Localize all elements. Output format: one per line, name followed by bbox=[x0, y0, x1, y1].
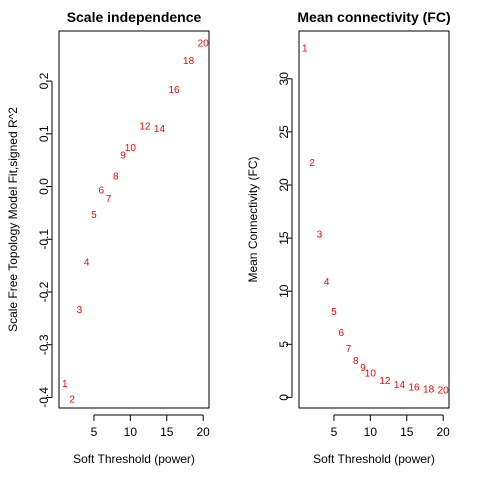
mean-connectivity-y-tick-label: 25 bbox=[277, 125, 291, 139]
mean-connectivity-point-label: 7 bbox=[346, 344, 352, 355]
scale-independence-title: Scale independence bbox=[67, 9, 202, 25]
scale-independence-point-label: 10 bbox=[125, 143, 137, 154]
scale-independence-point-label: 16 bbox=[168, 85, 180, 96]
mean-connectivity-y-tick-label: 0 bbox=[277, 394, 291, 401]
scale-independence-point-label: 2 bbox=[69, 395, 75, 406]
scale-independence-point-label: 7 bbox=[106, 194, 112, 205]
scale-independence-point-label: 9 bbox=[120, 150, 126, 161]
mean-connectivity-y-axis-label: Mean Connectivity (FC) bbox=[246, 156, 260, 282]
scale-independence-x-tick-label: 15 bbox=[160, 425, 174, 439]
scale-independence-point-label: 14 bbox=[154, 124, 166, 135]
scale-independence-y-tick-label: -0.3 bbox=[37, 334, 51, 355]
scale-independence-point-label: 8 bbox=[113, 172, 119, 183]
scale-independence-y-tick-label: -0.4 bbox=[37, 387, 51, 408]
mean-connectivity-plot-frame bbox=[298, 30, 450, 409]
mean-connectivity-point-label: 3 bbox=[317, 229, 323, 240]
mean-connectivity-y-tick-label: 15 bbox=[277, 231, 291, 245]
scale-independence-point-label: 1 bbox=[62, 379, 68, 390]
mean-connectivity-title: Mean connectivity (FC) bbox=[297, 9, 450, 25]
mean-connectivity-point-label: 1 bbox=[302, 44, 308, 55]
mean-connectivity-point-label: 12 bbox=[379, 376, 391, 387]
scale-independence-point-label: 4 bbox=[84, 258, 90, 269]
mean-connectivity-point-label: 8 bbox=[353, 356, 359, 367]
mean-connectivity-x-tick-label: 5 bbox=[331, 425, 338, 439]
scale-independence-y-tick-label: 0.0 bbox=[37, 178, 51, 195]
mean-connectivity-point-label: 9 bbox=[360, 363, 366, 374]
scale-independence-x-tick-label: 20 bbox=[196, 425, 210, 439]
mean-connectivity-point-label: 4 bbox=[324, 277, 330, 288]
mean-connectivity-x-tick-label: 15 bbox=[400, 425, 414, 439]
scale-independence-point-label: 6 bbox=[98, 185, 104, 196]
scale-independence-y-tick-label: 0.2 bbox=[37, 72, 51, 89]
mean-connectivity-x-tick-label: 10 bbox=[364, 425, 378, 439]
scale-independence-x-tick-label: 5 bbox=[91, 425, 98, 439]
scale-independence-point-label: 18 bbox=[183, 56, 195, 67]
scale-independence-point-label: 12 bbox=[139, 121, 151, 132]
scale-independence-point-label: 20 bbox=[198, 39, 210, 50]
mean-connectivity-point-label: 20 bbox=[438, 386, 450, 397]
mean-connectivity-x-axis-label: Soft Threshold (power) bbox=[313, 452, 435, 466]
mean-connectivity-point-label: 10 bbox=[365, 369, 377, 380]
mean-connectivity-point-label: 16 bbox=[408, 382, 420, 393]
mean-connectivity-point-label: 6 bbox=[338, 328, 344, 339]
scale-independence-y-tick-label: 0.1 bbox=[37, 125, 51, 142]
scale-independence-y-tick-label: -0.2 bbox=[37, 281, 51, 302]
scale-independence-y-axis-label: Scale Free Topology Model Fit,signed R^2 bbox=[6, 107, 20, 332]
mean-connectivity-x-tick-label: 20 bbox=[436, 425, 450, 439]
mean-connectivity-y-tick-label: 30 bbox=[277, 72, 291, 86]
mean-connectivity-point-label: 18 bbox=[423, 384, 435, 395]
scale-independence-y-tick-label: -0.1 bbox=[37, 229, 51, 250]
scale-independence-x-tick-label: 10 bbox=[124, 425, 138, 439]
scale-independence-x-axis-label: Soft Threshold (power) bbox=[73, 452, 195, 466]
mean-connectivity-y-tick-label: 10 bbox=[277, 284, 291, 298]
mean-connectivity-y-tick-label: 5 bbox=[277, 341, 291, 348]
scale-independence-plot-frame bbox=[58, 30, 210, 409]
scale-independence-point-label: 5 bbox=[91, 210, 97, 221]
scale-independence-point-label: 3 bbox=[77, 305, 83, 316]
mean-connectivity-y-tick-label: 20 bbox=[277, 178, 291, 192]
mean-connectivity-point-label: 5 bbox=[331, 307, 337, 318]
mean-connectivity-point-label: 2 bbox=[309, 158, 315, 169]
mean-connectivity-point-label: 14 bbox=[394, 380, 406, 391]
